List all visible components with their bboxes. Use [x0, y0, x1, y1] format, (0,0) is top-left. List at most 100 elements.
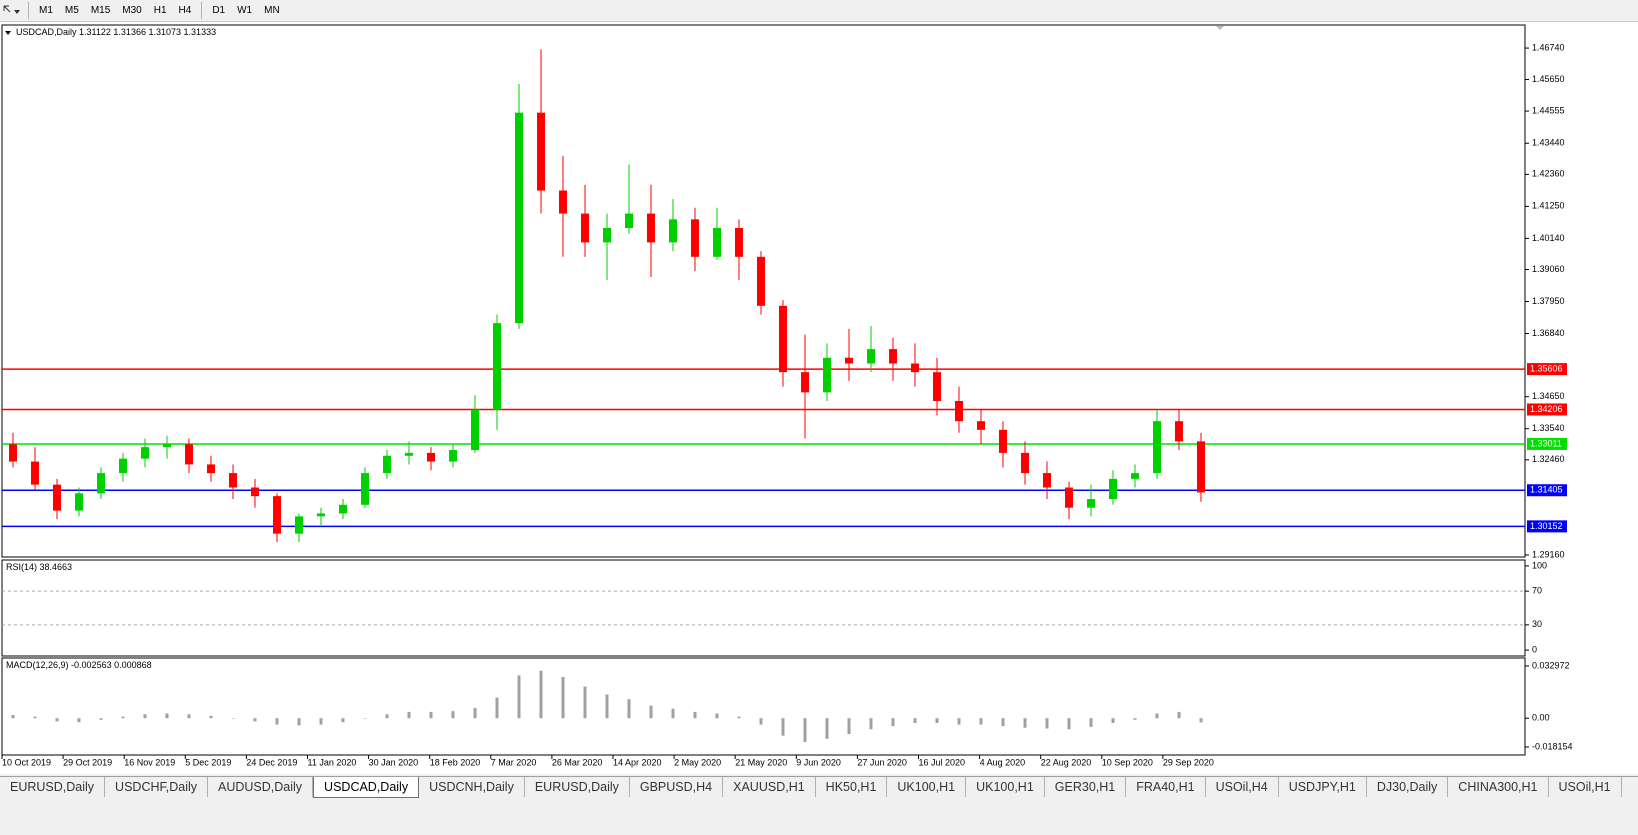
- y-tick-label: 0: [1532, 644, 1537, 654]
- timeframe-button[interactable]: H4: [178, 5, 192, 16]
- candle-body: [867, 349, 875, 364]
- macd-bar: [1001, 718, 1005, 727]
- timeframe-button[interactable]: MN: [264, 5, 280, 16]
- y-tick-label: 1.32460: [1532, 454, 1565, 464]
- macd-bar: [781, 718, 785, 736]
- y-tick-label: 100: [1532, 560, 1547, 570]
- level-price-box: [1527, 363, 1567, 376]
- timeframe-button[interactable]: M5: [64, 5, 79, 16]
- header-value: 0.000868: [114, 660, 152, 670]
- x-tick-label: 27 Jun 2020: [857, 757, 907, 767]
- x-tick-label: 16 Jul 2020: [919, 757, 966, 767]
- candle-body: [977, 421, 985, 430]
- candle-body: [823, 357, 831, 393]
- chart-tab[interactable]: GBPUSD,H4: [630, 777, 724, 797]
- macd-bar: [143, 714, 147, 719]
- candle-body: [1043, 473, 1051, 488]
- macd-bar: [451, 711, 455, 719]
- y-tick-label: 1.36840: [1532, 328, 1565, 338]
- candle-body: [735, 227, 743, 257]
- chart-tab[interactable]: UK100,H1: [887, 777, 967, 797]
- macd-bar: [341, 718, 345, 723]
- macd-bar: [473, 707, 477, 719]
- macd-bar: [55, 718, 59, 722]
- candle-body: [427, 452, 435, 462]
- level-price-label: 1.35606: [1530, 363, 1563, 373]
- x-tick-label: 10 Oct 2019: [2, 757, 51, 767]
- timeframe-button[interactable]: H1: [153, 5, 167, 16]
- x-tick-label: 14 Apr 2020: [613, 757, 662, 767]
- y-tick-label: 1.34650: [1532, 391, 1565, 401]
- chart-tab[interactable]: EURUSD,Daily: [0, 777, 106, 797]
- candle-body: [361, 473, 369, 505]
- candle-body: [581, 213, 589, 243]
- candle-body: [647, 213, 655, 243]
- header-value: -0.002563: [71, 660, 112, 670]
- indicator-header: RSI(14) 38.4663: [6, 562, 72, 572]
- macd-bar: [891, 718, 895, 727]
- chart-tab[interactable]: USDCAD,Daily: [313, 777, 420, 798]
- chart-tab[interactable]: USDCNH,Daily: [419, 777, 525, 797]
- timeframe-button[interactable]: M30: [122, 5, 142, 16]
- candle-body: [999, 429, 1007, 453]
- chart-tab[interactable]: CHINA300,H1: [1448, 777, 1549, 797]
- chart-tab[interactable]: EURUSD,Daily: [525, 777, 630, 797]
- candle-body: [933, 372, 941, 402]
- chart-tab[interactable]: UK100,H1: [966, 777, 1045, 797]
- macd-bar: [1089, 718, 1093, 727]
- macd-bar: [363, 718, 367, 719]
- macd-bar: [957, 718, 961, 725]
- cursor-icon[interactable]: [0, 2, 24, 20]
- candle-body: [251, 487, 259, 497]
- chart-tab[interactable]: FRA40,H1: [1126, 777, 1206, 797]
- chart-tab[interactable]: USDCHF,Daily: [105, 777, 208, 797]
- macd-bar: [231, 718, 235, 719]
- macd-bar: [319, 718, 323, 725]
- candle-body: [317, 513, 325, 517]
- candle-body: [845, 357, 853, 364]
- timeframe-button[interactable]: W1: [237, 5, 253, 16]
- candle-body: [669, 219, 677, 243]
- candle-body: [493, 323, 501, 410]
- y-tick-label: 0.00: [1532, 713, 1550, 723]
- chart-tab[interactable]: USOil,H1: [1549, 777, 1622, 797]
- macd-bar: [209, 715, 213, 719]
- y-tick-label: 1.40140: [1532, 233, 1565, 243]
- chart-tab[interactable]: AUDUSD,Daily: [208, 777, 314, 797]
- macd-bar: [429, 711, 433, 719]
- macd-bar: [1111, 718, 1115, 723]
- chart-background: [0, 22, 1638, 774]
- y-tick-label: 1.42360: [1532, 169, 1565, 179]
- x-tick-label: 2 May 2020: [674, 757, 721, 767]
- candle-body: [405, 452, 413, 456]
- chart-tab[interactable]: DJ30,Daily: [1367, 777, 1449, 797]
- macd-bar: [495, 697, 499, 719]
- level-price-box: [1527, 484, 1567, 497]
- candle-body: [339, 504, 347, 514]
- x-tick-label: 26 Mar 2020: [552, 757, 603, 767]
- chart-tabs: EURUSD,Daily USDCHF,Daily AUDUSD,Daily USDC…: [0, 776, 1638, 799]
- candle-body: [471, 409, 479, 451]
- chart-tab[interactable]: XAUUSD,H1: [723, 777, 816, 797]
- chart-tab[interactable]: USOil,H4: [1206, 777, 1279, 797]
- level-price-box: [1527, 437, 1567, 450]
- macd-bar: [253, 718, 257, 722]
- macd-bar: [825, 718, 829, 739]
- macd-bar: [1067, 718, 1071, 730]
- candle-body: [295, 516, 303, 534]
- x-tick-label: 9 Jun 2020: [796, 757, 841, 767]
- x-tick-label: 21 May 2020: [735, 757, 787, 767]
- candle-body: [889, 349, 897, 364]
- chart-tab[interactable]: GER30,H1: [1045, 777, 1127, 797]
- chart-tab[interactable]: USDJPY,H1: [1279, 777, 1367, 797]
- timeframe-button[interactable]: M1: [39, 5, 53, 16]
- y-tick-label: 1.29160: [1532, 549, 1565, 559]
- timeframe-button[interactable]: D1: [212, 5, 226, 16]
- timeframe-button[interactable]: M15: [90, 5, 111, 16]
- timeframe-toolbar: M1 M5 M15 M30 H1 H4 D1 W1 MN: [0, 0, 1638, 22]
- macd-bar: [99, 718, 103, 720]
- chart-tab[interactable]: HK50,H1: [816, 777, 888, 797]
- candle-body: [625, 213, 633, 228]
- level-price-label: 1.31405: [1530, 485, 1563, 495]
